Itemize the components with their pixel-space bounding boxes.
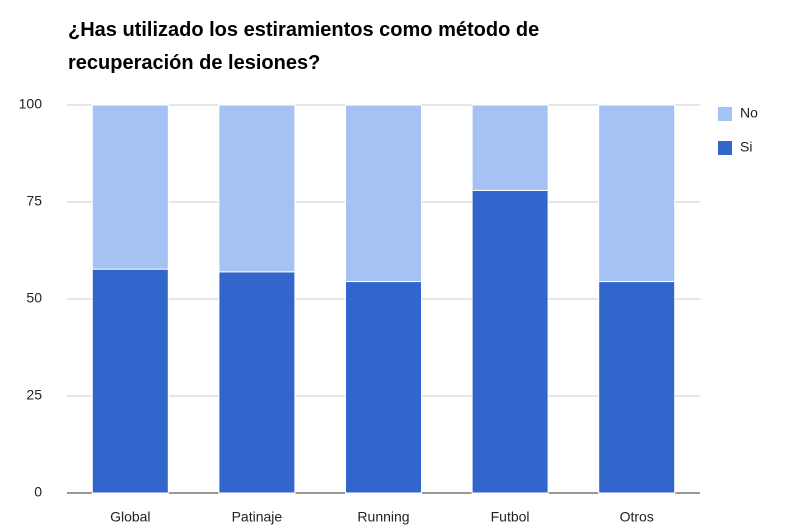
y-tick-label: 0 <box>34 484 42 500</box>
x-tick-label: Global <box>110 509 150 525</box>
bar-segment <box>218 104 296 273</box>
y-tick-label: 75 <box>26 193 42 209</box>
bar-segment <box>598 104 676 283</box>
legend-swatch <box>718 141 732 155</box>
bar-segment <box>91 104 169 270</box>
bar-segment <box>218 271 296 494</box>
y-tick-label: 25 <box>26 387 42 403</box>
legend-label: No <box>740 105 758 121</box>
x-tick-label: Futbol <box>491 509 530 525</box>
x-tick-label: Patinaje <box>232 509 283 525</box>
chart-title: ¿Has utilizado los estiramientos como mé… <box>68 19 540 74</box>
x-tick-label: Otros <box>620 509 654 525</box>
legend-swatch <box>718 107 732 121</box>
bar-segment <box>598 281 676 494</box>
x-tick-label: Running <box>357 509 409 525</box>
bar-segment <box>345 104 422 283</box>
bar-segment <box>471 104 549 191</box>
y-tick-label: 100 <box>19 96 43 112</box>
bar-segment <box>91 268 169 494</box>
bar-segment <box>345 281 422 494</box>
bar-segment <box>471 189 549 494</box>
legend-label: Si <box>740 139 752 155</box>
y-tick-label: 50 <box>26 290 42 306</box>
